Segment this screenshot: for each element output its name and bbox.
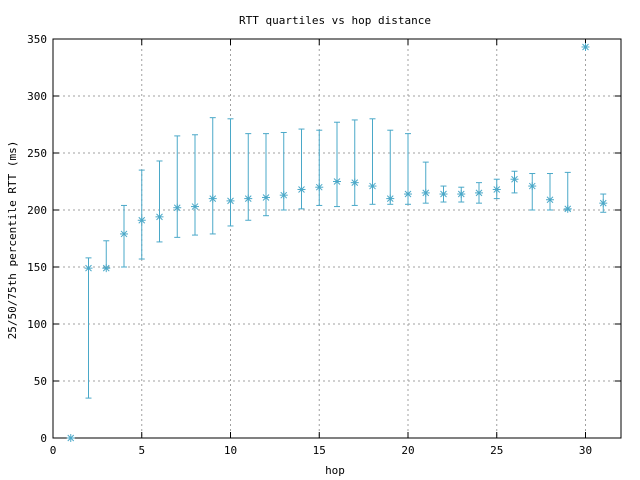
median-point [581, 42, 590, 51]
x-tick-label: 30 [579, 444, 592, 457]
rtt-series [66, 42, 608, 442]
median-point [66, 434, 75, 442]
median-point [120, 229, 128, 238]
x-tick-label: 5 [138, 444, 145, 457]
median-point [244, 194, 253, 203]
median-point [510, 175, 519, 184]
median-point [262, 193, 270, 202]
x-tick-label: 20 [401, 444, 414, 457]
y-tick-label: 300 [27, 90, 47, 103]
median-point [155, 212, 164, 221]
y-tick-label: 250 [27, 147, 47, 160]
median-point [137, 216, 146, 225]
median-point [439, 190, 448, 199]
x-axis-ticks: 0 5 10 15 20 25 30 [50, 39, 592, 457]
x-tick-label: 15 [313, 444, 326, 457]
median-point [546, 195, 554, 204]
plot-frame [52, 38, 622, 439]
median-point [457, 190, 466, 199]
y-tick-label: 50 [34, 375, 47, 388]
grid-lines [53, 39, 621, 438]
median-point [315, 183, 324, 192]
x-tick-label: 10 [224, 444, 237, 457]
median-point [599, 199, 608, 208]
median-point [297, 185, 306, 194]
y-tick-label: 200 [27, 204, 47, 217]
y-tick-label: 0 [40, 432, 47, 445]
y-tick-label: 100 [27, 318, 47, 331]
median-point [528, 182, 537, 191]
y-axis-ticks: 0 50 100 150 200 250 300 350 [27, 33, 621, 445]
median-point [279, 191, 288, 200]
x-tick-label: 0 [50, 444, 57, 457]
median-point [421, 188, 430, 197]
median-point [208, 194, 217, 203]
median-point [563, 204, 572, 213]
median-point [102, 264, 111, 273]
median-point [492, 185, 501, 194]
x-tick-label: 25 [490, 444, 503, 457]
median-point [84, 264, 93, 273]
median-point [226, 196, 235, 205]
median-point [333, 177, 341, 186]
median-point [368, 182, 377, 191]
y-axis-label: 25/50/75th percentile RTT (ms) [6, 141, 19, 340]
median-point [350, 178, 359, 187]
y-tick-label: 350 [27, 33, 47, 46]
y-tick-label: 150 [27, 261, 47, 274]
median-point [173, 203, 182, 212]
median-point [386, 194, 395, 203]
x-axis-label: hop [325, 464, 345, 477]
median-point [404, 190, 412, 199]
chart-title: RTT quartiles vs hop distance [239, 14, 431, 27]
median-point [475, 188, 483, 197]
median-point [191, 202, 199, 211]
